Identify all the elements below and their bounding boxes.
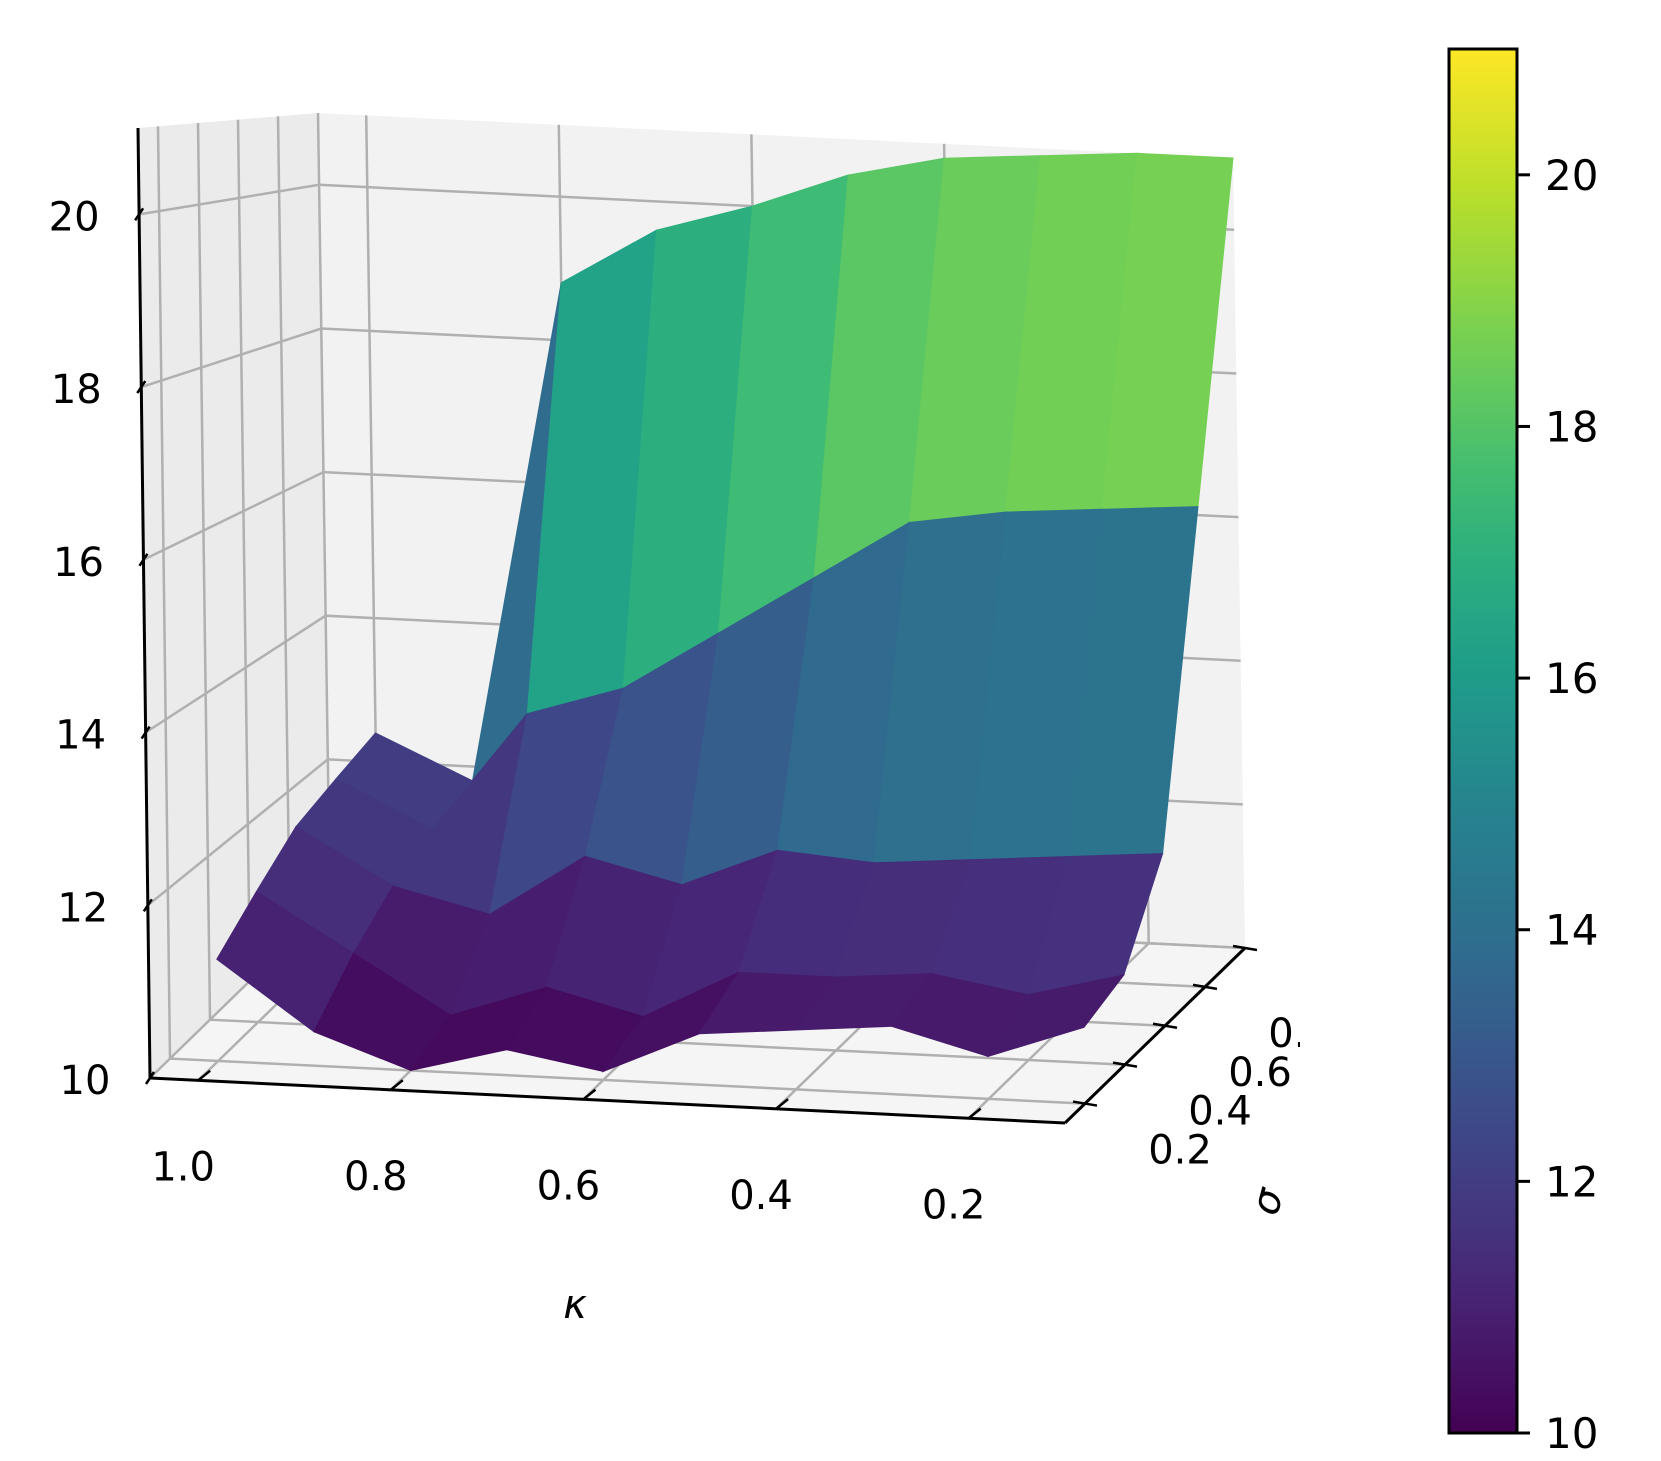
z-tick-mark <box>140 725 151 740</box>
z-tick-mark <box>136 380 147 394</box>
z-tick-label: 18 <box>51 367 102 413</box>
colorbar-tick-label: 18 <box>1545 402 1598 451</box>
z-tick-label: 10 <box>60 1058 111 1104</box>
colorbar-tick-label: 14 <box>1545 906 1598 955</box>
x-tick-label: 0.8 <box>344 1154 408 1200</box>
z-tick-mark <box>138 553 149 567</box>
z-tick-label: 20 <box>49 194 100 240</box>
y-tick-label: 0.6 <box>1228 1050 1292 1096</box>
colorbar-tick-label: 12 <box>1545 1157 1598 1206</box>
z-tick-mark <box>142 898 153 912</box>
y-tick-mark <box>1112 1061 1138 1068</box>
x-tick-mark <box>582 1088 597 1101</box>
x-tick-label: 0.6 <box>537 1163 601 1209</box>
y-tick-label: 0.4 <box>1188 1089 1252 1135</box>
x-tick-label: 0.2 <box>922 1182 986 1228</box>
colorbar: 10 12 14 16 18 20 <box>1447 47 1598 1458</box>
x-tick-mark <box>775 1098 789 1110</box>
z-tick-mark <box>134 207 145 222</box>
colorbar-tick-label: 10 <box>1545 1409 1598 1458</box>
colorbar-ticks: 10 12 14 16 18 20 <box>1517 151 1598 1458</box>
z-tick-label: 14 <box>55 713 106 759</box>
y-tick-label: 0.8 <box>1268 1011 1300 1057</box>
y-tick-mark <box>1072 1100 1098 1107</box>
y-tick-mark <box>1152 1022 1178 1030</box>
surface-plot: 1012141618201.00.80.60.40.21.00.80.60.40… <box>49 112 1300 1328</box>
surface <box>216 152 1234 1073</box>
x-tick-mark <box>197 1069 211 1082</box>
z-tick-label: 16 <box>53 540 104 586</box>
y-tick-label: 0.2 <box>1148 1128 1212 1174</box>
axis-ticks: 1012141618201.00.80.60.40.21.00.80.60.40… <box>49 127 1300 1228</box>
x-axis-line <box>149 1076 1066 1125</box>
y-axis-label: σ <box>1242 1182 1293 1220</box>
y-tick-mark <box>1192 983 1218 991</box>
x-tick-label: 1.0 <box>151 1144 215 1190</box>
y-axis-line <box>1063 946 1247 1125</box>
x-tick-mark <box>390 1079 404 1091</box>
x-axis-label: κ <box>563 1282 587 1328</box>
x-tick-label: 0.4 <box>729 1173 793 1219</box>
y-tick-mark <box>1232 944 1258 952</box>
colorbar-tick-label: 16 <box>1545 654 1598 703</box>
z-tick-label: 12 <box>57 885 108 931</box>
x-tick-mark <box>967 1107 982 1120</box>
surface-patch <box>986 974 1126 1058</box>
z-axis-line <box>136 127 152 1079</box>
colorbar-tick-label: 20 <box>1545 151 1598 200</box>
colorbar-gradient <box>1447 47 1519 1435</box>
